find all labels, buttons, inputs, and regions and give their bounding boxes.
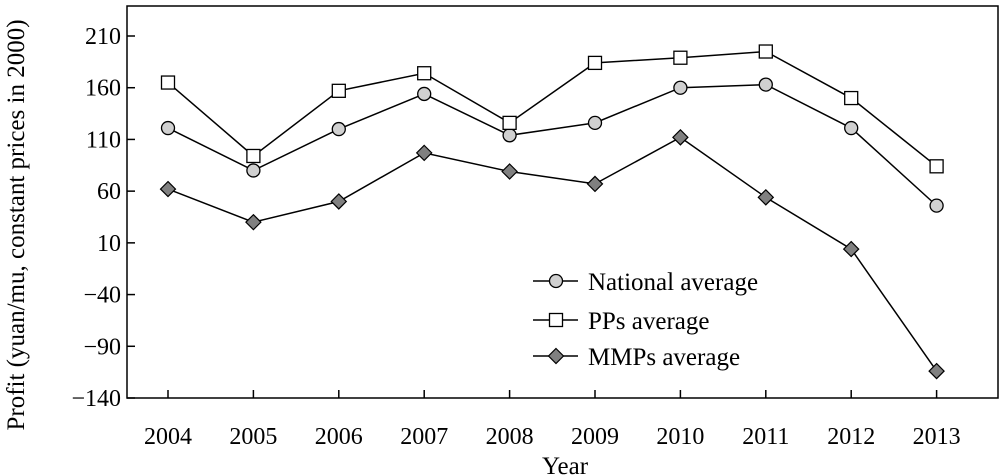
data-point	[758, 77, 773, 92]
series-national-average	[160, 77, 944, 213]
x-tick-label: 2010	[656, 424, 704, 450]
data-point	[929, 198, 944, 213]
data-point	[672, 129, 689, 146]
data-point	[246, 163, 261, 178]
data-point	[501, 163, 518, 180]
x-tick-label: 2011	[742, 424, 789, 450]
plot-frame	[126, 5, 999, 399]
data-point	[586, 175, 604, 193]
data-point	[587, 115, 603, 131]
legend-item: PPs average	[533, 308, 710, 335]
x-axis-title: Year	[542, 453, 589, 475]
series-pps-average	[160, 44, 944, 174]
data-point	[587, 55, 603, 71]
x-tick-label: 2004	[144, 424, 192, 450]
legend-item: MMPs average	[533, 344, 740, 371]
data-point	[417, 86, 432, 102]
x-tick-label: 2009	[571, 424, 619, 450]
legend-marker	[547, 347, 565, 365]
data-point	[842, 240, 860, 258]
y-tick-label: 10	[97, 231, 121, 257]
legend-marker	[548, 273, 564, 289]
y-tick-label: −40	[83, 283, 121, 309]
x-tick-label: 2007	[400, 424, 448, 450]
y-tick-label: −90	[83, 334, 121, 360]
data-point	[502, 128, 517, 143]
data-point	[417, 66, 432, 81]
data-point	[844, 90, 859, 106]
x-tick-label: 2013	[913, 424, 961, 450]
x-tick-label: 2012	[827, 424, 875, 450]
y-tick-label: 210	[85, 24, 121, 50]
data-point	[415, 144, 433, 162]
series-line	[167, 83, 938, 207]
data-point	[330, 193, 348, 210]
series-layer	[159, 44, 945, 380]
y-axis-title: Profit (yuan/mu, constant prices in 2000…	[3, 19, 30, 430]
x-tick-label: 2008	[486, 424, 534, 450]
legend-label: PPs average	[588, 308, 710, 335]
data-point	[844, 120, 859, 136]
data-point	[331, 121, 346, 137]
series-mmps-average	[159, 129, 945, 380]
x-tick-label: 2005	[229, 424, 277, 450]
y-tick-label: −140	[71, 386, 121, 412]
data-point	[160, 75, 176, 90]
data-point	[331, 83, 346, 98]
legend: National average PPs average MMPs average	[533, 269, 758, 371]
series-line	[167, 136, 938, 372]
data-point	[245, 213, 262, 231]
data-point	[502, 115, 517, 131]
data-point	[928, 362, 945, 380]
legend-item: National average	[533, 269, 758, 296]
legend-label: MMPs average	[588, 344, 740, 371]
y-tick-label: 60	[97, 179, 121, 205]
series-line	[167, 50, 938, 167]
data-point	[159, 180, 177, 198]
data-point	[246, 148, 261, 164]
data-point	[673, 50, 688, 65]
y-tick-label: 160	[85, 76, 121, 102]
y-tick-label: 110	[86, 127, 121, 153]
data-point	[929, 159, 944, 174]
axes: 210 160 110 60 10 −40 −90 −140 2004 2005 2006 2007 2…	[71, 5, 999, 450]
data-point	[757, 189, 775, 206]
legend-label: National average	[588, 269, 758, 296]
data-point	[673, 80, 688, 95]
x-tick-label: 2006	[315, 424, 363, 450]
legend-marker	[548, 312, 564, 328]
data-point	[160, 120, 176, 136]
data-point	[758, 44, 773, 59]
